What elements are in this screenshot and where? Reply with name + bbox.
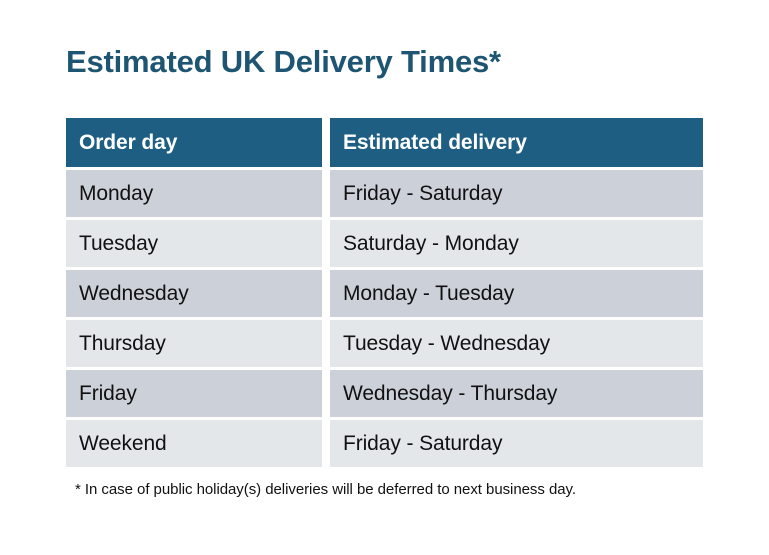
cell-order-day: Monday — [66, 170, 322, 217]
cell-order-day: Thursday — [66, 320, 322, 367]
table-row: Monday Friday - Saturday — [66, 170, 703, 217]
cell-estimated-delivery: Friday - Saturday — [330, 170, 703, 217]
page-title: Estimated UK Delivery Times* — [66, 44, 501, 79]
table-row: Tuesday Saturday - Monday — [66, 220, 703, 267]
column-header-estimated-delivery: Estimated delivery — [330, 118, 703, 167]
cell-order-day: Weekend — [66, 420, 322, 467]
cell-order-day: Tuesday — [66, 220, 322, 267]
cell-estimated-delivery: Tuesday - Wednesday — [330, 320, 703, 367]
column-gap — [322, 320, 330, 367]
table-header-row: Order day Estimated delivery — [66, 118, 703, 167]
column-header-order-day: Order day — [66, 118, 322, 167]
column-gap — [322, 270, 330, 317]
cell-estimated-delivery: Friday - Saturday — [330, 420, 703, 467]
cell-estimated-delivery: Wednesday - Thursday — [330, 370, 703, 417]
column-gap — [322, 170, 330, 217]
column-gap — [322, 118, 330, 167]
cell-order-day: Wednesday — [66, 270, 322, 317]
cell-estimated-delivery: Saturday - Monday — [330, 220, 703, 267]
column-gap — [322, 420, 330, 467]
table-row: Friday Wednesday - Thursday — [66, 370, 703, 417]
delivery-times-table: Order day Estimated delivery Monday Frid… — [66, 118, 703, 467]
cell-order-day: Friday — [66, 370, 322, 417]
table-row: Thursday Tuesday - Wednesday — [66, 320, 703, 367]
table-row: Weekend Friday - Saturday — [66, 420, 703, 467]
table-row: Wednesday Monday - Tuesday — [66, 270, 703, 317]
cell-estimated-delivery: Monday - Tuesday — [330, 270, 703, 317]
column-gap — [322, 220, 330, 267]
column-gap — [322, 370, 330, 417]
footnote: * In case of public holiday(s) deliverie… — [75, 481, 576, 498]
